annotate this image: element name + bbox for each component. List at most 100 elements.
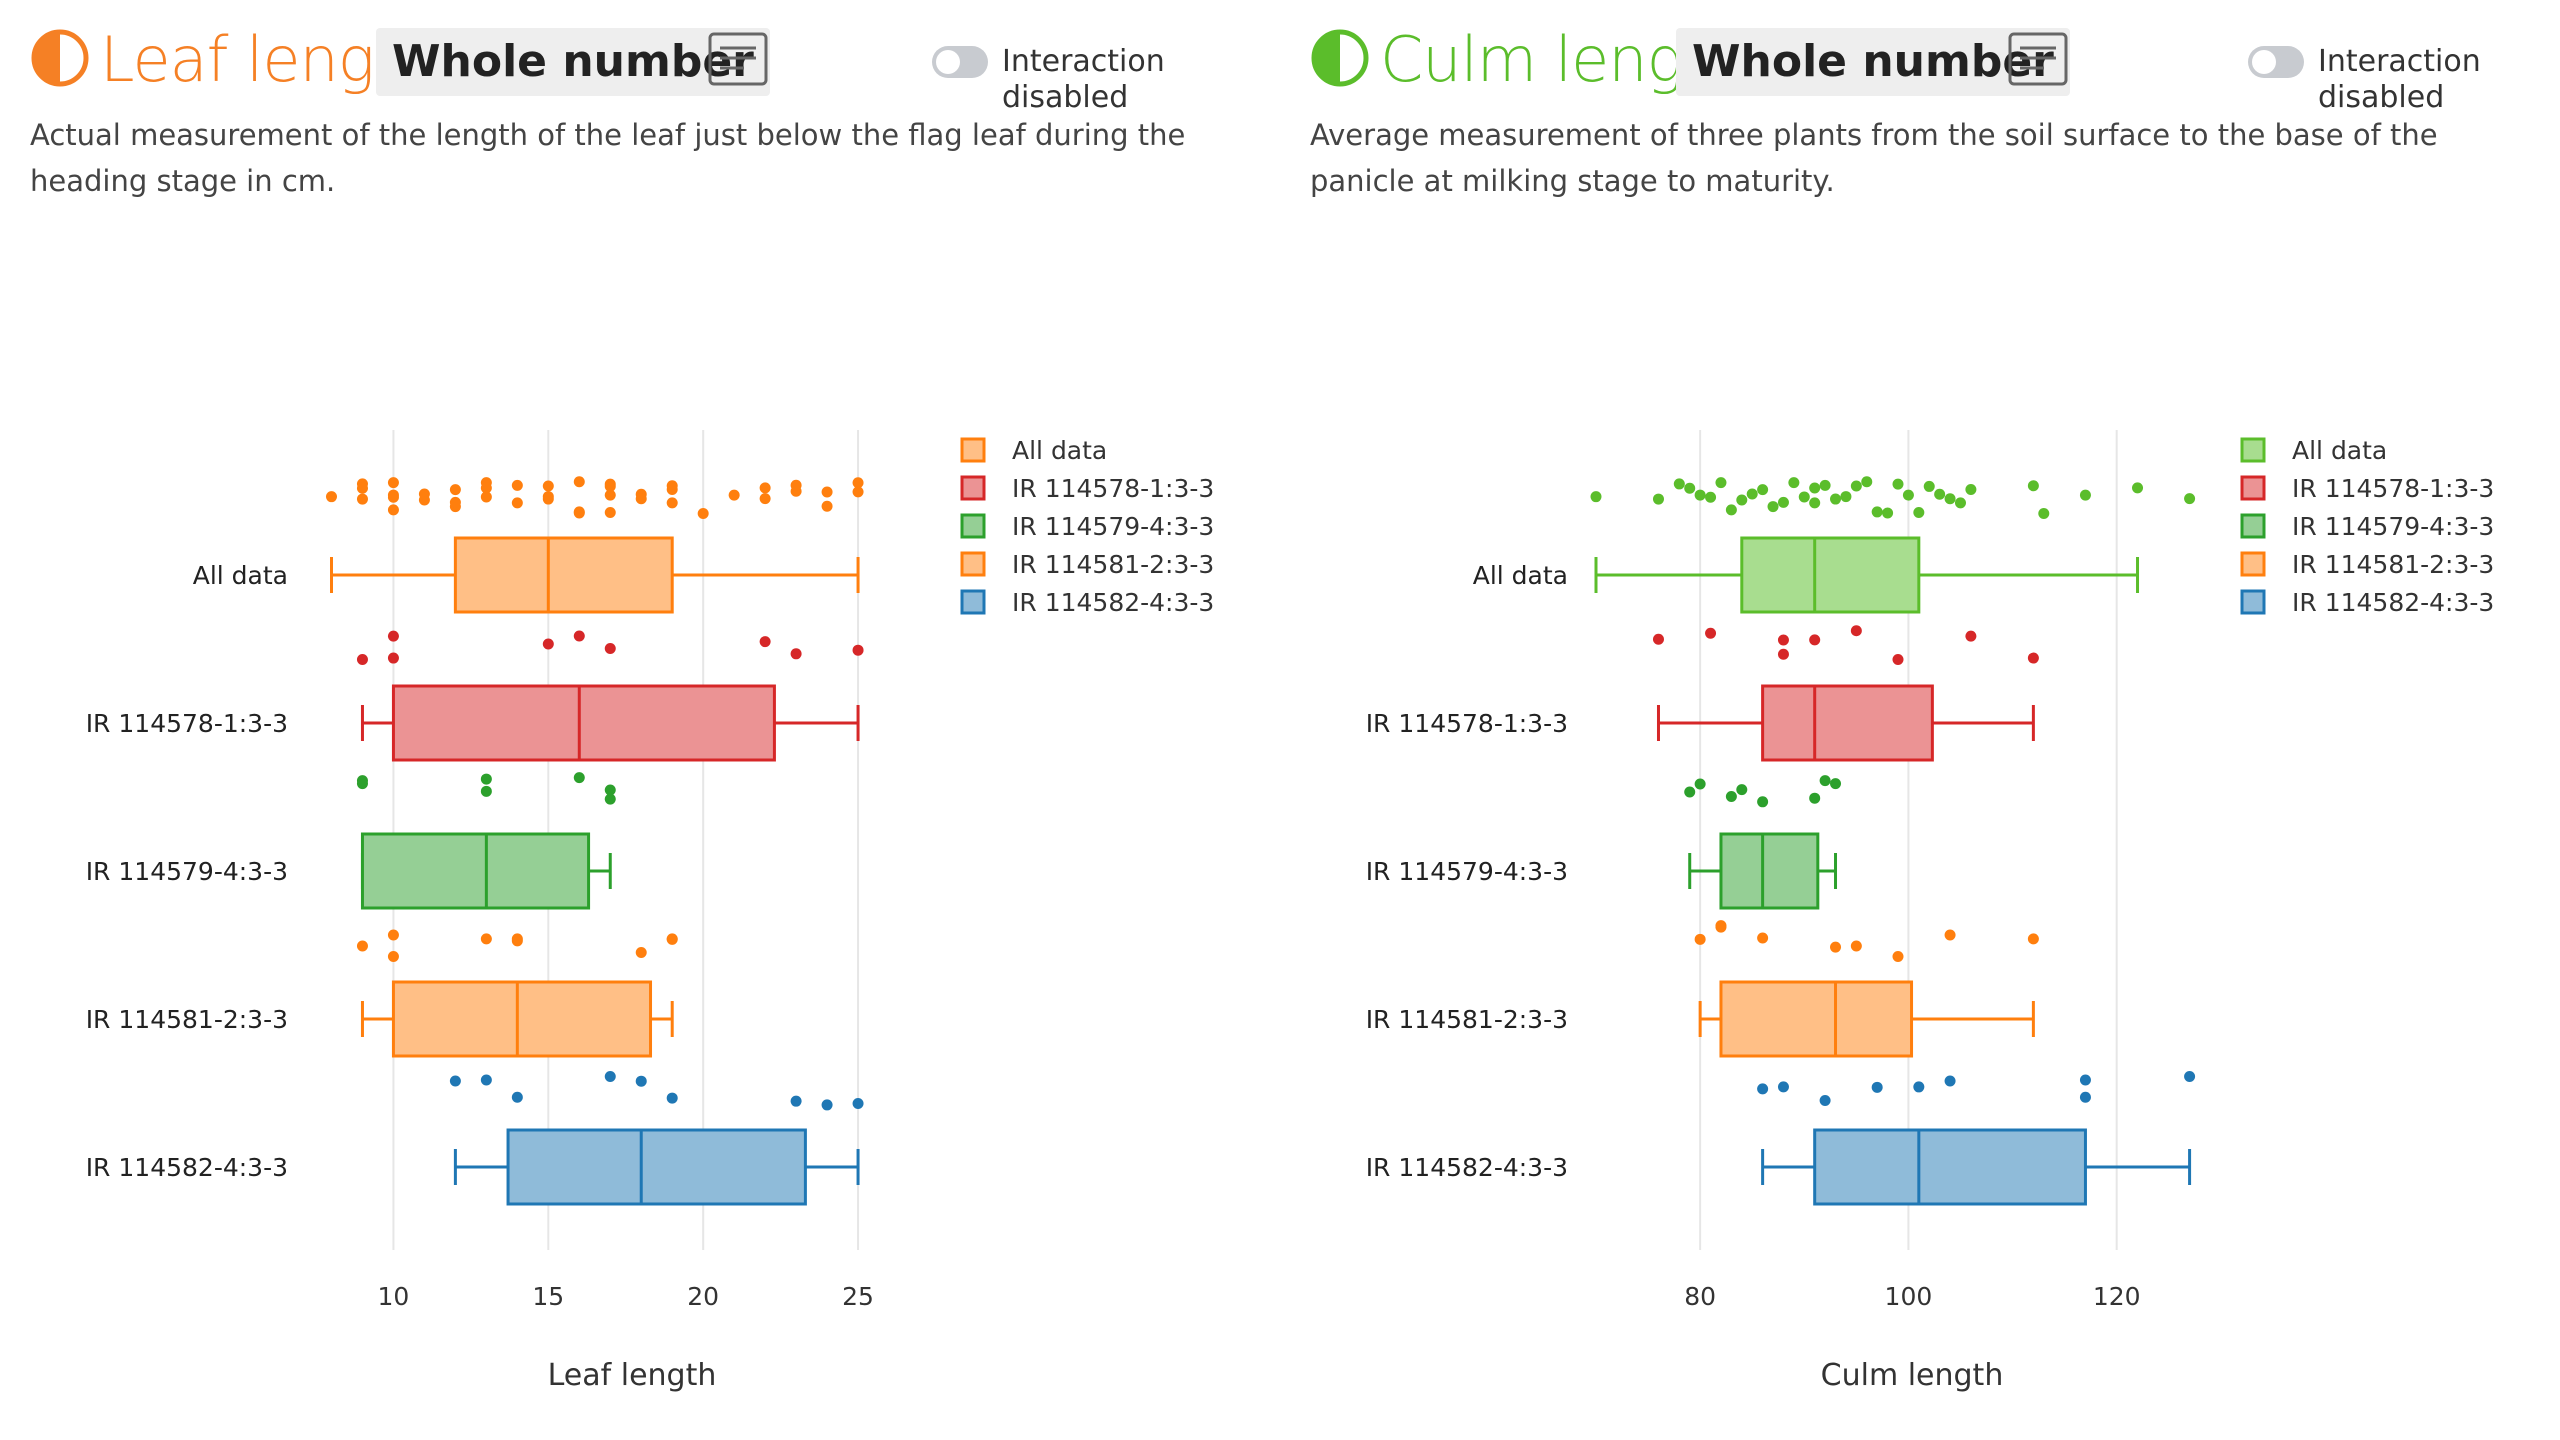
data-point: [511, 479, 523, 491]
data-point: [1892, 653, 1904, 665]
data-point: [1590, 491, 1602, 503]
data-point: [852, 644, 864, 656]
legend-swatch: [960, 589, 986, 615]
data-point: [2038, 508, 2050, 520]
legend-swatch: [2240, 513, 2266, 539]
data-point: [2027, 933, 2039, 945]
interaction-toggle[interactable]: [932, 46, 988, 78]
data-point: [790, 1095, 802, 1107]
legend-label: IR 114578-1:3-3: [2292, 474, 2494, 503]
data-point: [449, 484, 461, 496]
data-point: [1715, 920, 1727, 932]
data-point: [1809, 497, 1821, 509]
data-point: [759, 493, 771, 505]
data-point: [1871, 506, 1883, 518]
trait-description: Average measurement of three plants from…: [1310, 118, 2438, 198]
data-point: [1830, 778, 1842, 790]
data-point: [1944, 493, 1956, 505]
data-point: [480, 491, 492, 503]
culm-length-panel: Culm length Whole number Interaction dis…: [1280, 0, 2560, 1440]
notes-icon[interactable]: [2008, 32, 2068, 86]
box: [1719, 832, 1820, 910]
data-point: [387, 504, 399, 516]
data-point: [666, 497, 678, 509]
legend-swatch: [2240, 589, 2266, 615]
type-badge: Whole number: [1676, 28, 2070, 96]
category-label: IR 114578-1:3-3: [86, 709, 288, 738]
category-label: All data: [193, 561, 288, 590]
data-point: [1944, 1075, 1956, 1087]
data-point: [1850, 940, 1862, 952]
data-point: [356, 493, 368, 505]
legend-swatch: [960, 475, 986, 501]
data-point: [1736, 784, 1748, 796]
data-point: [1892, 478, 1904, 490]
data-point: [666, 933, 678, 945]
toggle-label: Interaction disabled: [1002, 44, 1165, 115]
data-point: [1705, 627, 1717, 639]
data-point: [852, 1098, 864, 1110]
data-point: [1705, 491, 1717, 503]
x-tick-label: 15: [532, 1282, 564, 1311]
culm-length-header: Culm length Whole number Interaction dis…: [1308, 20, 2538, 115]
data-point: [356, 778, 368, 790]
data-point: [1777, 1081, 1789, 1093]
data-point: [418, 488, 430, 500]
data-point: [1684, 482, 1696, 494]
data-point: [604, 784, 616, 796]
category-label: IR 114581-2:3-3: [86, 1005, 288, 1034]
data-point: [573, 630, 585, 642]
box: [1761, 684, 1934, 762]
data-point: [1652, 493, 1664, 505]
data-point: [356, 482, 368, 494]
data-point: [1850, 625, 1862, 637]
data-point: [387, 929, 399, 941]
data-point: [542, 491, 554, 503]
data-point: [480, 1074, 492, 1086]
trait-description: Actual measurement of the length of the …: [30, 118, 1186, 198]
data-point: [511, 933, 523, 945]
data-point: [790, 479, 802, 491]
data-point: [480, 482, 492, 494]
legend-label: IR 114582-4:3-3: [1012, 588, 1214, 617]
data-point: [1777, 648, 1789, 660]
legend-label: IR 114581-2:3-3: [2292, 550, 2494, 579]
data-point: [1777, 634, 1789, 646]
notes-icon[interactable]: [708, 32, 768, 86]
data-point: [1809, 482, 1821, 494]
data-point: [573, 772, 585, 784]
data-point: [635, 493, 647, 505]
data-point: [666, 480, 678, 492]
category-label: IR 114581-2:3-3: [1366, 1005, 1568, 1034]
data-point: [573, 476, 585, 488]
legend-label: IR 114579-4:3-3: [1012, 512, 1214, 541]
data-point: [387, 630, 399, 642]
data-point: [1913, 1081, 1925, 1093]
data-point: [2079, 489, 2091, 501]
data-point: [1757, 484, 1769, 496]
data-point: [1819, 479, 1831, 491]
half-circle-icon: [1311, 29, 1369, 87]
data-point: [2027, 480, 2039, 492]
toggle-switch-icon: [2252, 50, 2276, 74]
x-tick-label: 10: [378, 1282, 410, 1311]
data-point: [1694, 778, 1706, 790]
data-point: [1684, 786, 1696, 798]
x-axis-title: Culm length: [1821, 1358, 2004, 1393]
category-label: IR 114579-4:3-3: [1366, 857, 1568, 886]
legend-swatch: [2240, 437, 2266, 463]
data-point: [604, 643, 616, 655]
data-point: [480, 785, 492, 797]
box: [453, 536, 674, 614]
data-point: [852, 486, 864, 498]
data-point: [1694, 933, 1706, 945]
data-point: [542, 480, 554, 492]
data-point: [1965, 630, 1977, 642]
data-point: [2184, 493, 2196, 505]
interaction-toggle[interactable]: [2248, 46, 2304, 78]
data-point: [1850, 480, 1862, 492]
x-tick-label: 120: [2093, 1282, 2141, 1311]
leaf-length-header: Leaf length Whole number Interaction dis…: [28, 20, 1258, 115]
data-point: [573, 507, 585, 519]
data-point: [1798, 491, 1810, 503]
